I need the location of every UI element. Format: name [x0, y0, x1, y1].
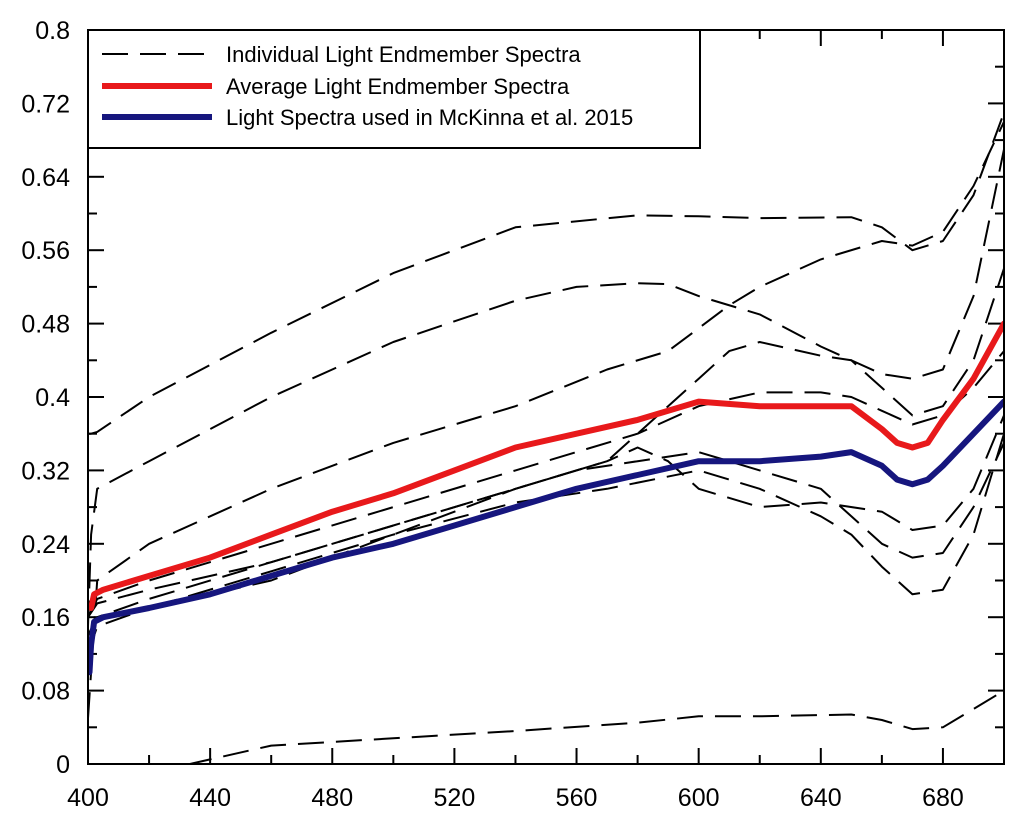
x-tick-label: 600: [678, 784, 720, 812]
legend-label-average: Average Light Endmember Spectra: [226, 74, 570, 99]
x-tick-label: 440: [189, 784, 231, 812]
individual-spectrum-line-2: [88, 121, 1004, 719]
x-tick-label: 640: [800, 784, 842, 812]
x-tick-label: 400: [67, 784, 109, 812]
individual-spectrum-line-1: [88, 149, 1004, 627]
y-tick-label: 0: [56, 751, 70, 779]
y-tick-label: 0.8: [35, 17, 70, 45]
individual-spectrum-line-8: [185, 689, 1004, 764]
x-tick-label: 520: [434, 784, 476, 812]
individual-spectrum-line-4: [88, 350, 1004, 618]
average-spectrum-line: [88, 320, 1004, 611]
x-tick-label: 560: [556, 784, 598, 812]
y-tick-label: 0.08: [21, 678, 70, 706]
y-tick-label: 0.48: [21, 311, 70, 339]
y-tick-label: 0.4: [35, 384, 70, 412]
x-tick-label: 680: [922, 784, 964, 812]
individual-spectrum-line-7: [88, 442, 1004, 636]
series-layer: [88, 112, 1004, 764]
y-tick-label: 0.16: [21, 604, 70, 632]
legend-label-mckinna: Light Spectra used in McKinna et al. 201…: [226, 105, 633, 130]
y-tick-label: 0.64: [21, 164, 70, 192]
y-tick-label: 0.56: [21, 237, 70, 265]
series-group: [88, 112, 1004, 764]
individual-spectrum-line-0: [88, 112, 1004, 435]
mckinna-spectrum-line: [88, 398, 1004, 676]
x-tick-label: 480: [311, 784, 353, 812]
individual-spectrum-line-3: [88, 268, 1004, 655]
individual-spectrum-line-5: [88, 415, 1004, 618]
individual-spectrum-line-6: [88, 433, 1004, 636]
y-tick-label: 0.24: [21, 531, 70, 559]
y-tick-label: 0.32: [21, 457, 70, 485]
axes: 400 440 480 520 560 600 640 680 0 0.08 0.16 0.24 0.3…: [21, 17, 1004, 812]
legend: Individual Light Endmember Spectra Avera…: [87, 29, 701, 149]
y-tick-label: 0.72: [21, 90, 70, 118]
legend-label-individual: Individual Light Endmember Spectra: [226, 42, 581, 67]
